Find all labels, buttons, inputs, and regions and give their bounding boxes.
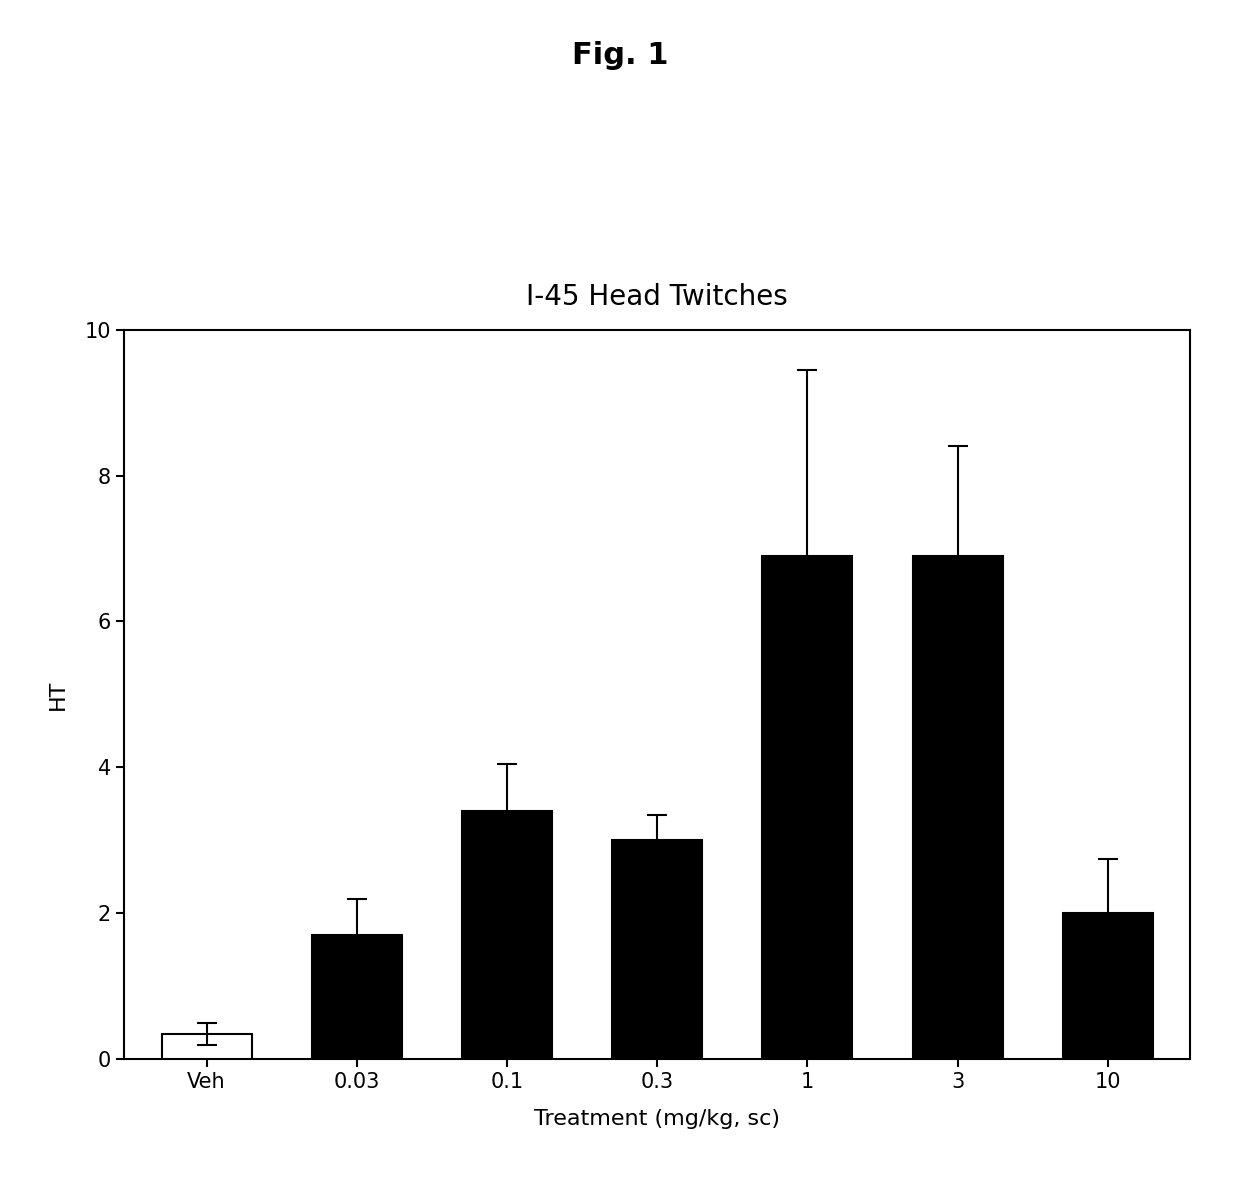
Bar: [1063, 913, 1153, 1059]
Bar: [613, 840, 702, 1059]
Text: Fig. 1: Fig. 1: [572, 41, 668, 71]
X-axis label: Treatment (mg/kg, sc): Treatment (mg/kg, sc): [534, 1109, 780, 1129]
Bar: [463, 811, 552, 1059]
Bar: [161, 1033, 252, 1059]
Y-axis label: HT: HT: [47, 679, 68, 710]
Title: I-45 Head Twitches: I-45 Head Twitches: [526, 282, 789, 311]
Bar: [763, 556, 852, 1059]
Bar: [913, 556, 1003, 1059]
Bar: [311, 936, 402, 1059]
